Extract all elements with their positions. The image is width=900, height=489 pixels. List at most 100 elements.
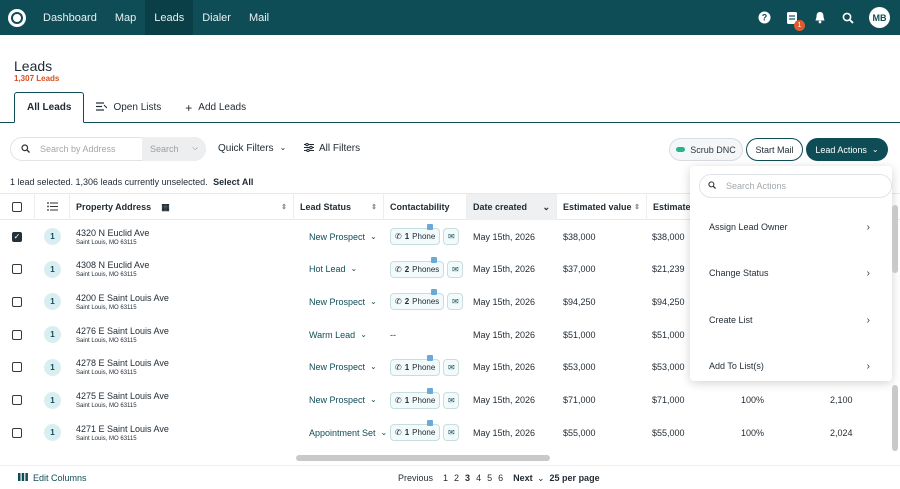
header-date-created[interactable]: Date created ⌄ bbox=[467, 194, 557, 220]
lead-status-select[interactable]: New Prospect ⌄ bbox=[309, 297, 377, 307]
avatar[interactable]: MB bbox=[869, 7, 890, 28]
nav-dialer[interactable]: Dialer bbox=[202, 11, 231, 24]
row-checkbox[interactable] bbox=[12, 296, 22, 307]
lead-status-select[interactable]: New Prospect ⌄ bbox=[309, 362, 377, 372]
mail-icon[interactable]: ✉ bbox=[443, 228, 460, 245]
lead-status-select[interactable]: Warm Lead ⌄ bbox=[309, 330, 367, 340]
row-checkbox[interactable] bbox=[12, 427, 22, 438]
header-contactability[interactable]: Contactability bbox=[384, 194, 467, 220]
all-filters-button[interactable]: All Filters bbox=[304, 142, 361, 155]
nav-map[interactable]: Map bbox=[114, 11, 137, 24]
property-address[interactable]: 4276 E Saint Louis Ave bbox=[76, 325, 169, 336]
table-row[interactable]: 1 4278 E Saint Louis Ave Saint Louis, MO 6… bbox=[0, 350, 900, 384]
property-address[interactable]: 4275 E Saint Louis Ave bbox=[76, 391, 169, 401]
tab-open-lists[interactable]: Open Lists bbox=[84, 92, 173, 123]
menu-item-create-list[interactable]: Create List › bbox=[690, 297, 892, 343]
nav-dashboard[interactable]: Dashboard bbox=[43, 11, 97, 24]
all-filters-label: All Filters bbox=[319, 143, 361, 154]
select-all-checkbox[interactable] bbox=[12, 202, 22, 212]
phone-pill[interactable]: ✆ 2 Phones bbox=[390, 256, 445, 278]
chevron-down-icon: ⌄ bbox=[370, 231, 377, 241]
edit-columns-button[interactable]: Edit Columns bbox=[18, 473, 87, 483]
estimated: $71,000 bbox=[652, 395, 685, 405]
tab-all-leads[interactable]: All Leads bbox=[14, 92, 85, 123]
lead-status-select[interactable]: New Prospect ⌄ bbox=[309, 395, 377, 405]
property-address[interactable]: 4200 E Saint Louis Ave bbox=[76, 292, 169, 303]
search-button[interactable]: Search ⌵ bbox=[142, 137, 206, 161]
header-lead-status[interactable]: Lead Status ⇕ bbox=[294, 194, 384, 220]
page-4[interactable]: 4 bbox=[476, 473, 482, 483]
scrollbar-thumb[interactable] bbox=[892, 385, 898, 451]
table-footer: Edit Columns Previous 1 2 3 4 5 6 Next ⌄… bbox=[0, 465, 900, 489]
start-mail-button[interactable]: Start Mail bbox=[746, 138, 803, 161]
scrollbar-thumb[interactable] bbox=[892, 205, 898, 273]
page-3[interactable]: 3 bbox=[465, 473, 471, 483]
property-city: Saint Louis, MO 63115 bbox=[76, 370, 137, 377]
tab-add-leads[interactable]: + Add Leads bbox=[173, 92, 258, 123]
list-order-header[interactable] bbox=[35, 194, 70, 220]
table-row[interactable]: 1 4276 E Saint Louis Ave Saint Louis, MO 6… bbox=[0, 318, 900, 352]
quick-filters-button[interactable]: Quick Filters ⌄ bbox=[218, 143, 286, 154]
lead-status-select[interactable]: New Prospect ⌄ bbox=[309, 232, 377, 242]
phone-pill[interactable]: ✆ 1 Phone bbox=[390, 420, 441, 442]
mail-icon[interactable]: ✉ bbox=[447, 293, 464, 311]
menu-item-change-status[interactable]: Change Status › bbox=[690, 250, 892, 296]
phone-pill[interactable]: ✆ 1 Phone bbox=[390, 354, 441, 376]
help-icon[interactable]: ? bbox=[757, 11, 771, 25]
horizontal-scrollbar[interactable] bbox=[296, 455, 550, 461]
table-row[interactable]: 1 4271 E Saint Louis Ave Saint Louis, MO 6… bbox=[0, 416, 900, 450]
estimated-value: $94,250 bbox=[563, 296, 596, 307]
mail-icon[interactable]: ✉ bbox=[447, 260, 464, 278]
table-row[interactable]: ✓ 1 4320 N Euclid Ave Saint Louis, MO 63115… bbox=[0, 220, 900, 253]
header-label: Lead Status bbox=[300, 202, 352, 212]
page-1[interactable]: 1 bbox=[443, 473, 449, 483]
page-6[interactable]: 6 bbox=[498, 473, 504, 483]
property-address[interactable]: 4278 E Saint Louis Ave bbox=[76, 358, 169, 369]
select-all-link[interactable]: Select All bbox=[213, 177, 254, 187]
nav-leads[interactable]: Leads bbox=[145, 0, 194, 35]
vertical-scrollbar[interactable] bbox=[892, 205, 898, 451]
nav-mail[interactable]: Mail bbox=[248, 11, 270, 24]
phone-icon: ✆ bbox=[395, 297, 402, 307]
search-icon[interactable] bbox=[841, 11, 855, 25]
actions-search-input[interactable]: Search Actions bbox=[699, 174, 892, 198]
property-city: Saint Louis, MO 63115 bbox=[76, 435, 137, 442]
table-row[interactable]: 1 4308 N Euclid Ave Saint Louis, MO 63115 H… bbox=[0, 252, 900, 286]
menu-item-assign-lead-owner[interactable]: Assign Lead Owner › bbox=[690, 204, 892, 250]
menu-item-add-to-lists[interactable]: Add To List(s) › bbox=[690, 343, 892, 389]
page-title: Leads bbox=[14, 58, 53, 74]
per-page-select[interactable]: ⌄ 25 per page bbox=[537, 473, 600, 484]
mail-icon[interactable]: ✉ bbox=[443, 424, 460, 442]
tasks-icon[interactable]: 1 bbox=[785, 11, 805, 31]
lead-actions-button[interactable]: Lead Actions ⌄ bbox=[806, 138, 888, 161]
table-row[interactable]: 1 4200 E Saint Louis Ave Saint Louis, MO 6… bbox=[0, 285, 900, 319]
previous-button[interactable]: Previous bbox=[398, 473, 434, 483]
lead-status-select[interactable]: Appointment Set ⌄ bbox=[309, 428, 387, 438]
row-checkbox[interactable] bbox=[12, 264, 22, 275]
scrub-dnc-button[interactable]: Scrub DNC bbox=[669, 138, 743, 161]
phone-pill[interactable]: ✆ 1 Phone bbox=[390, 387, 441, 409]
row-checkbox[interactable] bbox=[12, 329, 22, 340]
phone-pill[interactable]: ✆ 1 Phone bbox=[390, 224, 441, 245]
table-row[interactable]: 1 4275 E Saint Louis Ave Saint Louis, MO 6… bbox=[0, 383, 900, 417]
property-address[interactable]: 4271 E Saint Louis Ave bbox=[76, 423, 169, 434]
mail-icon[interactable]: ✉ bbox=[443, 358, 460, 376]
header-estimated-value[interactable]: Estimated value ⇕ bbox=[557, 194, 647, 220]
row-checkbox[interactable]: ✓ bbox=[12, 231, 22, 242]
header-property-address[interactable]: Property Address ▦ ⇕ bbox=[70, 194, 294, 220]
property-address[interactable]: 4308 N Euclid Ave bbox=[76, 260, 150, 271]
logo-icon[interactable] bbox=[8, 8, 26, 27]
lead-status-select[interactable]: Hot Lead ⌄ bbox=[309, 264, 357, 274]
bell-icon[interactable] bbox=[813, 11, 827, 25]
row-checkbox[interactable] bbox=[12, 395, 22, 405]
mail-icon[interactable]: ✉ bbox=[443, 391, 460, 409]
page-2[interactable]: 2 bbox=[454, 473, 460, 483]
per-page-label: 25 per page bbox=[549, 473, 600, 483]
next-button[interactable]: Next bbox=[513, 473, 533, 483]
property-address[interactable]: 4320 N Euclid Ave bbox=[76, 227, 150, 238]
header-label: Property Address bbox=[76, 202, 152, 212]
page-5[interactable]: 5 bbox=[487, 473, 493, 483]
header-estimated[interactable]: Estimated bbox=[647, 194, 707, 220]
phone-pill[interactable]: ✆ 2 Phones bbox=[390, 289, 445, 311]
row-checkbox[interactable] bbox=[12, 362, 22, 373]
